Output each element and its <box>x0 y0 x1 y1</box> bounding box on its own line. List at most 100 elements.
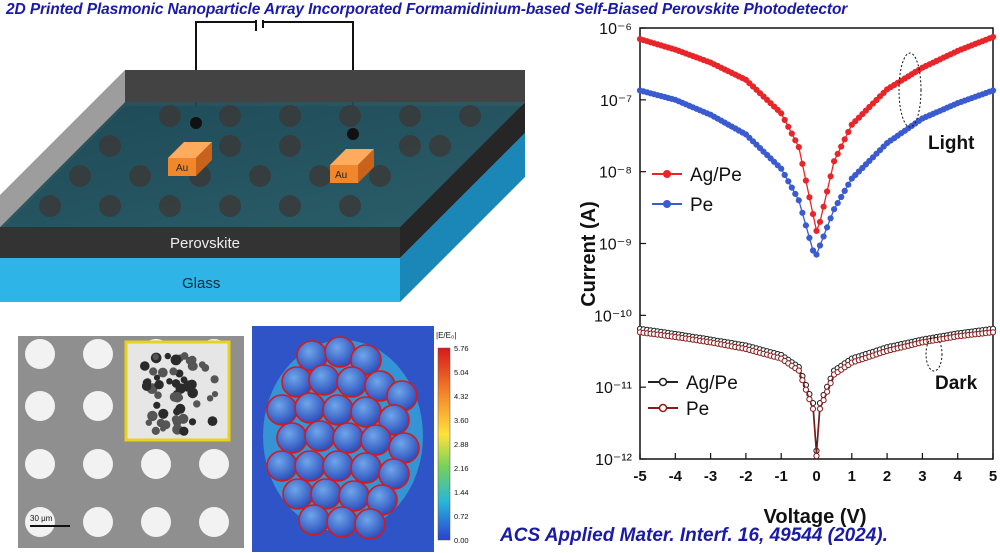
series-pe-light-point <box>845 181 852 188</box>
series-pe-dark-point <box>813 452 820 460</box>
series-ag-light-point <box>781 116 788 124</box>
field-particle <box>378 404 410 436</box>
series-pe-light-point <box>831 206 838 213</box>
series-ag-light-point <box>795 144 802 151</box>
tem-particle <box>149 367 158 376</box>
series-pe-light-point <box>876 147 884 154</box>
x-tick-label: -5 <box>633 468 646 485</box>
field-particle <box>378 458 410 490</box>
series-pe-light-point <box>852 172 859 179</box>
tem-particle <box>171 391 183 403</box>
legend-pe-dark-marker <box>658 403 668 413</box>
series-pe-light-point <box>756 145 764 152</box>
tem-particle <box>145 419 152 426</box>
series-pe-dark-point <box>989 329 997 336</box>
sem-particle <box>83 339 113 369</box>
series-pe-dark-point <box>820 397 827 404</box>
series-ag-light-point <box>802 177 809 184</box>
tem-particle <box>210 375 219 384</box>
tem-particle <box>175 369 184 378</box>
tem-particle <box>187 379 197 390</box>
electrode-right: Au <box>330 128 374 183</box>
perovskite-front <box>0 227 400 258</box>
tem-particle <box>161 420 171 430</box>
legend-ag-dark-label: Ag/Pe <box>686 373 738 394</box>
electrode-right-label: Au <box>335 170 347 181</box>
series-ag-light-point <box>845 128 852 136</box>
series-pe-dark <box>636 329 997 460</box>
sem-particle <box>25 449 55 479</box>
series-ag-light-point <box>816 218 824 225</box>
series-ag-light-point <box>838 143 845 150</box>
series-pe-light-point <box>873 150 880 157</box>
nanoparticle-dot <box>369 165 391 187</box>
series-ag-light-point <box>792 137 799 144</box>
series-pe-dark-point <box>827 380 834 387</box>
tem-particle <box>154 391 162 399</box>
series-pe-dark-point <box>824 388 831 395</box>
series-pe-light-point <box>859 164 866 172</box>
citation: ACS Applied Mater. Interf. 16, 49544 (20… <box>500 525 888 546</box>
tem-particle <box>207 416 218 426</box>
series-ag-light-point <box>799 160 806 167</box>
x-tick-label: 1 <box>848 468 856 485</box>
figure-title: 2D Printed Plasmonic Nanoparticle Array … <box>6 1 848 18</box>
tem-particle <box>152 353 159 361</box>
series-pe-light-point <box>816 242 824 249</box>
tem-particle <box>187 361 198 371</box>
series-ag-light-point <box>806 194 813 201</box>
nanoparticle-dot <box>219 105 241 127</box>
y-tick-label: 10⁻¹⁰ <box>594 308 632 325</box>
series-pe-light-point <box>806 234 813 241</box>
nanoparticle-dot <box>219 195 241 217</box>
series-ag-light-point <box>820 203 827 210</box>
colorbar <box>437 347 451 541</box>
nanoparticle-dot <box>99 195 121 217</box>
series-pe-light-point <box>813 251 820 258</box>
plot-frame <box>639 27 994 460</box>
colorbar-tick-label: 1.44 <box>454 488 469 497</box>
electrode-left: Au <box>168 117 212 176</box>
series-ag-light-point <box>859 111 866 118</box>
nanoparticle-dot <box>339 105 361 127</box>
series-pe-light-point <box>838 193 845 201</box>
series-pe-dark-point <box>806 396 813 403</box>
tem-particle <box>154 380 164 390</box>
series-ag-light-point <box>760 93 767 100</box>
nanoparticle-dot <box>339 195 361 217</box>
perovskite-label: Perovskite <box>170 235 240 252</box>
series-ag-light-point <box>813 227 820 234</box>
nanoparticle-dot <box>99 135 121 157</box>
field-particle <box>282 478 314 510</box>
tem-particle <box>166 378 173 385</box>
nanoparticle-dot <box>249 165 271 187</box>
series-pe-dark-point <box>809 405 817 412</box>
electrode-left-label: Au <box>176 163 188 174</box>
field-particle <box>266 394 298 426</box>
field-particle <box>332 422 364 454</box>
legend-pe-light-marker <box>663 200 671 208</box>
series-pe-light-point <box>760 148 767 155</box>
series-pe-dark-point <box>799 377 806 384</box>
legend-pe-light-label: Pe <box>690 195 713 216</box>
series-ag-light-point <box>866 103 873 111</box>
sem-scale-label: 30 μm <box>30 514 53 523</box>
series-pe-light-point <box>809 247 817 254</box>
sem-particle <box>83 449 113 479</box>
series-pe-light-point <box>795 197 802 204</box>
nanoparticle-dot <box>69 165 91 187</box>
field-particle <box>336 366 368 398</box>
series-ag-light-point <box>824 188 831 195</box>
sem-particle <box>83 391 113 421</box>
tem-particle <box>153 374 161 381</box>
series-ag-light-point <box>862 107 869 114</box>
series-pe-light-point <box>781 171 788 179</box>
colorbar-tick-label: 2.16 <box>454 464 469 473</box>
nanoparticle-dot <box>159 105 181 127</box>
series-ag-light-point <box>831 158 838 165</box>
tem-particle <box>151 426 160 435</box>
series-pe-light-point <box>834 200 841 207</box>
annotation-light: Light <box>928 133 975 154</box>
x-axis-label: Voltage (V) <box>764 506 867 528</box>
y-tick-label: 10⁻⁹ <box>599 237 632 254</box>
